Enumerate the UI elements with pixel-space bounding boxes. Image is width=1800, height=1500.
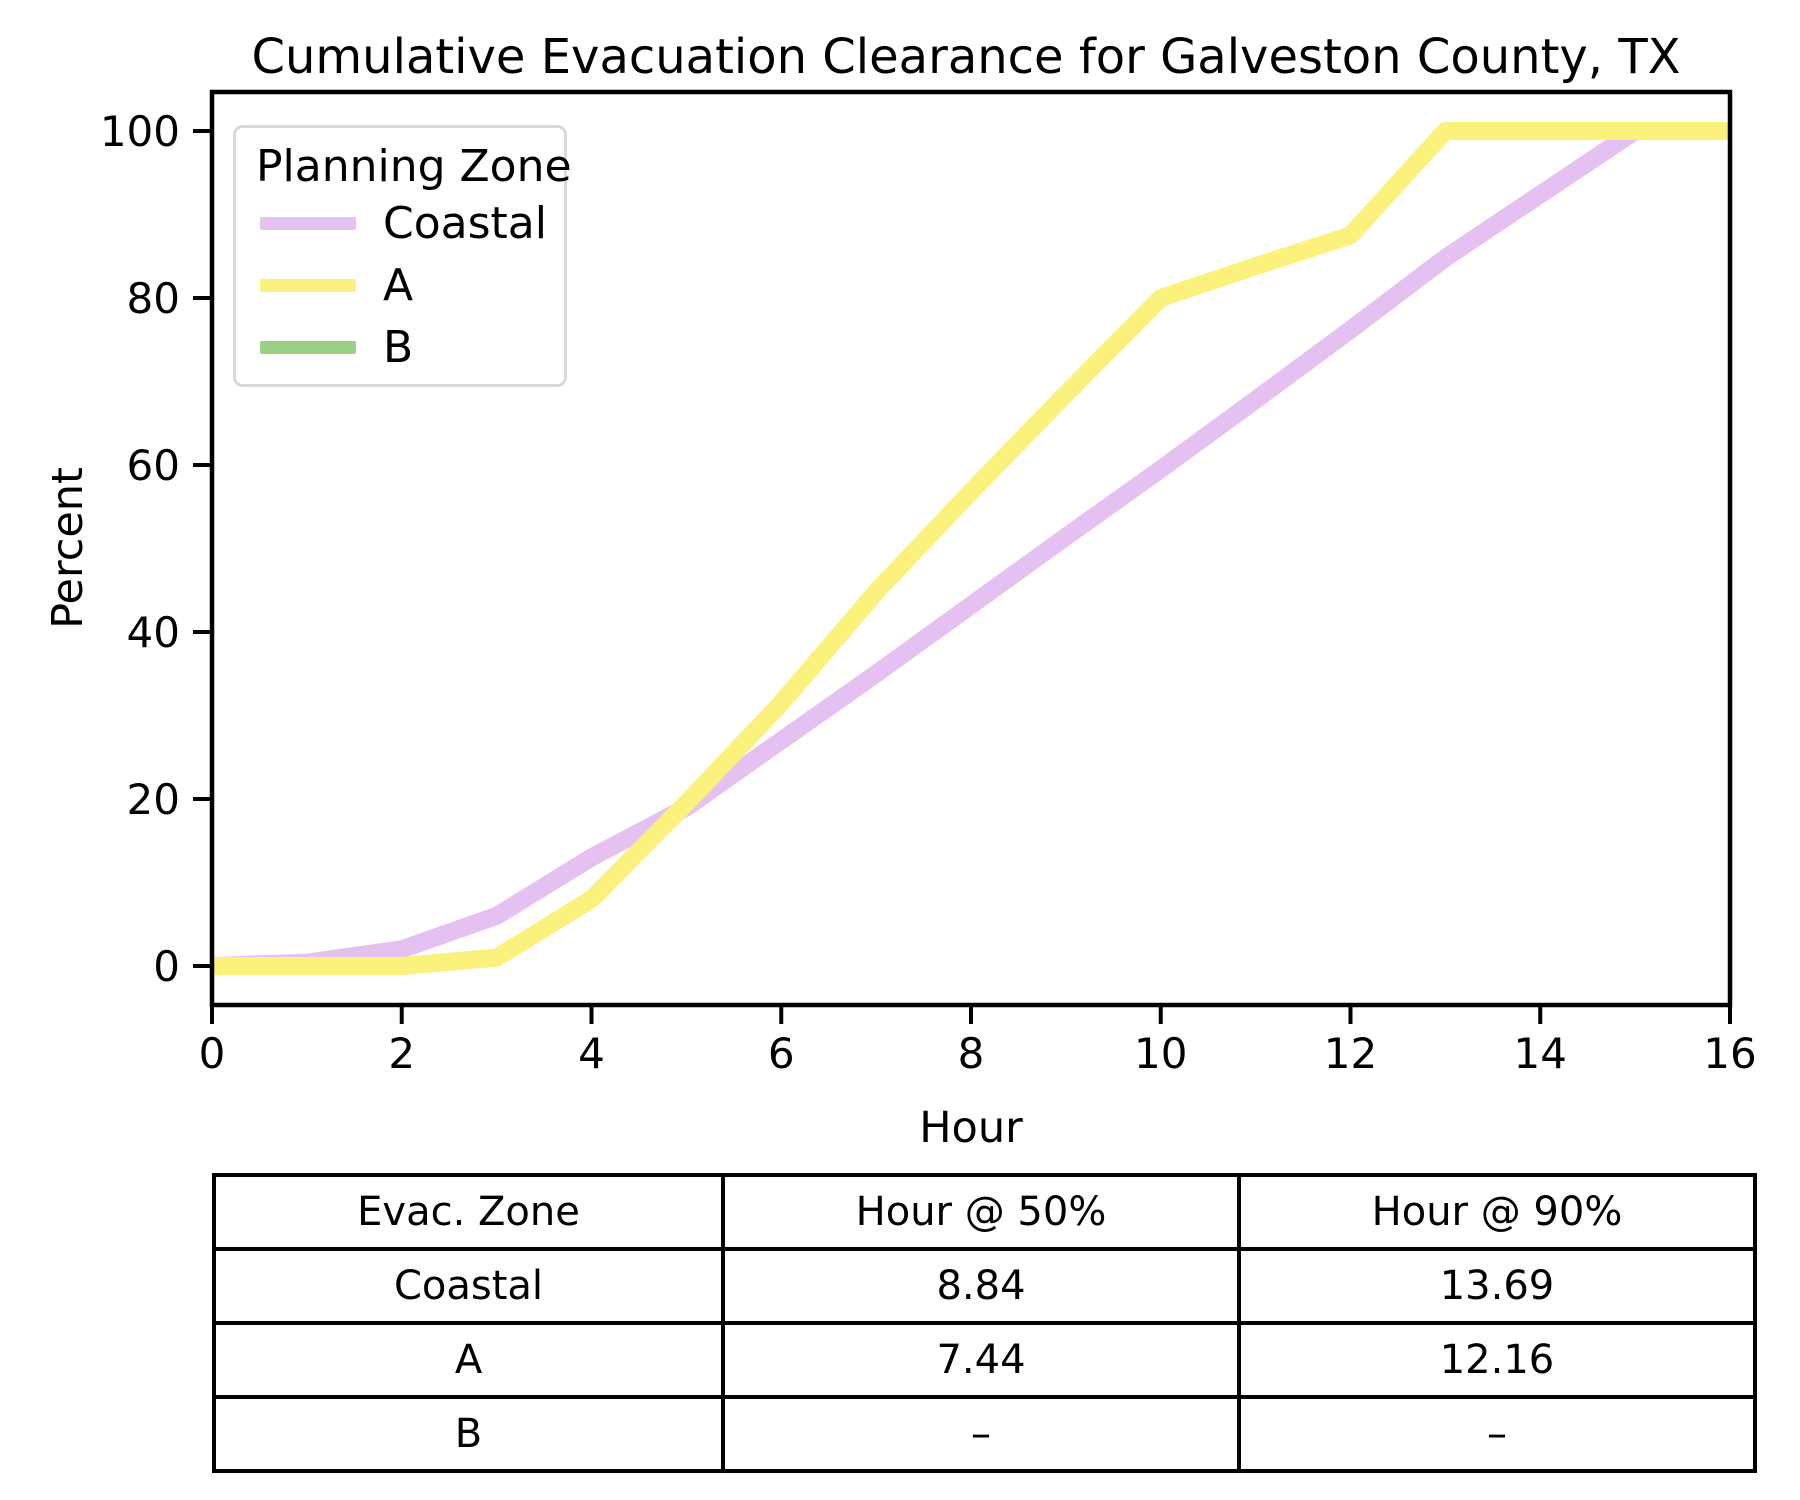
- legend-swatch-a: [260, 278, 356, 292]
- table-header-cell: Hour @ 90%: [1237, 1173, 1757, 1251]
- series-line-coastal: [211, 122, 1730, 975]
- y-axis-tick-label: 80: [127, 274, 180, 323]
- legend-item-a: A: [236, 254, 564, 316]
- table-cell: B: [212, 1395, 725, 1473]
- x-axis-tick-label: 16: [1703, 1029, 1756, 1078]
- y-axis-tick-label: 40: [127, 608, 180, 657]
- y-axis-label: Percent: [43, 467, 93, 629]
- table-cell: –: [721, 1395, 1241, 1473]
- x-axis-tick-label: 12: [1324, 1029, 1377, 1078]
- table-row: Coastal 8.84 13.69: [212, 1247, 1757, 1325]
- table-cell: 13.69: [1237, 1247, 1757, 1325]
- x-axis-tick-label: 8: [958, 1029, 985, 1078]
- legend-title: Planning Zone: [256, 141, 572, 192]
- axis-ticks: 0 2 4 6 8 10 12 14 16 0 20 40 60 80 100: [100, 107, 1757, 1078]
- legend-swatch-coastal: [260, 216, 356, 230]
- legend-item-coastal: Coastal: [236, 192, 564, 254]
- table-cell: Coastal: [212, 1247, 725, 1325]
- legend-item-label: B: [383, 321, 414, 373]
- x-axis-tick-label: 4: [578, 1029, 605, 1078]
- x-axis-label: Hour: [919, 1103, 1023, 1153]
- evacuation-clearance-chart: 0 2 4 6 8 10 12 14 16 0 20 40 60 80 100: [100, 89, 1757, 1078]
- x-axis-tick-label: 2: [388, 1029, 415, 1078]
- table-cell: 7.44: [721, 1321, 1241, 1399]
- y-axis-tick-label: 0: [153, 942, 180, 991]
- y-axis-tick-label: 100: [100, 107, 180, 156]
- table-cell: 12.16: [1237, 1321, 1757, 1399]
- legend: Planning Zone Coastal A B: [233, 125, 572, 387]
- legend-item-label: Coastal: [383, 197, 547, 249]
- x-axis-tick-label: 10: [1134, 1029, 1187, 1078]
- series-lines: [211, 122, 1730, 975]
- legend-item-label: A: [383, 259, 414, 311]
- y-axis-tick-label: 60: [127, 441, 180, 490]
- legend-item-b: B: [236, 316, 564, 378]
- x-axis-tick-label: 6: [768, 1029, 795, 1078]
- table-cell: 8.84: [721, 1247, 1241, 1325]
- table-header-cell: Evac. Zone: [212, 1173, 725, 1251]
- chart-title: Cumulative Evacuation Clearance for Galv…: [251, 29, 1681, 85]
- table-header-row: Evac. Zone Hour @ 50% Hour @ 90%: [212, 1173, 1757, 1251]
- x-axis-tick-label: 14: [1514, 1029, 1567, 1078]
- table-header-cell: Hour @ 50%: [721, 1173, 1241, 1251]
- table-cell: –: [1237, 1395, 1757, 1473]
- legend-items: Coastal A B: [236, 192, 564, 378]
- table-row: A 7.44 12.16: [212, 1321, 1757, 1399]
- y-axis-tick-label: 20: [127, 775, 180, 824]
- table-row: B – –: [212, 1395, 1757, 1473]
- clearance-summary-table: Evac. Zone Hour @ 50% Hour @ 90% Coastal 8.…: [212, 1173, 1757, 1473]
- legend-swatch-b: [260, 340, 356, 354]
- series-line-a: [212, 122, 1730, 975]
- x-axis-tick-label: 0: [199, 1029, 226, 1078]
- table-body: Coastal 8.84 13.69 A 7.44 12.16 B – –: [212, 1247, 1757, 1473]
- table-cell: A: [212, 1321, 725, 1399]
